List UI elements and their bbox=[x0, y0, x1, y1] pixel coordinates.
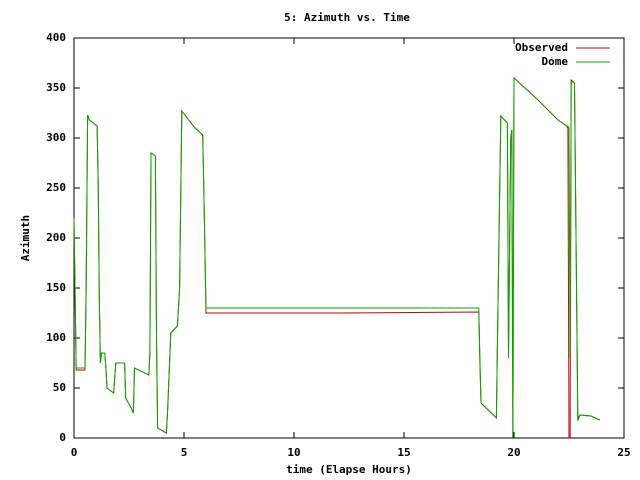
x-tick-label: 5 bbox=[181, 446, 188, 459]
y-tick-label: 50 bbox=[53, 381, 66, 394]
x-axis-label: time (Elapse Hours) bbox=[286, 463, 412, 476]
x-tick-label: 10 bbox=[287, 446, 300, 459]
y-tick-label: 200 bbox=[46, 231, 66, 244]
y-tick-label: 400 bbox=[46, 31, 66, 44]
y-tick-label: 300 bbox=[46, 131, 66, 144]
x-tick-label: 0 bbox=[71, 446, 78, 459]
y-tick-label: 250 bbox=[46, 181, 66, 194]
chart-title: 5: Azimuth vs. Time bbox=[284, 11, 410, 24]
y-tick-label: 0 bbox=[59, 431, 66, 444]
legend-label: Dome bbox=[542, 55, 569, 68]
y-tick-label: 100 bbox=[46, 331, 66, 344]
x-tick-label: 25 bbox=[617, 446, 630, 459]
data-line bbox=[73, 76, 601, 439]
y-tick-label: 350 bbox=[46, 81, 66, 94]
legend-label: Observed bbox=[515, 41, 568, 54]
y-axis-label: Azimuth bbox=[19, 215, 32, 261]
x-tick-label: 15 bbox=[397, 446, 410, 459]
x-tick-label: 20 bbox=[507, 446, 520, 459]
y-tick-label: 150 bbox=[46, 281, 66, 294]
